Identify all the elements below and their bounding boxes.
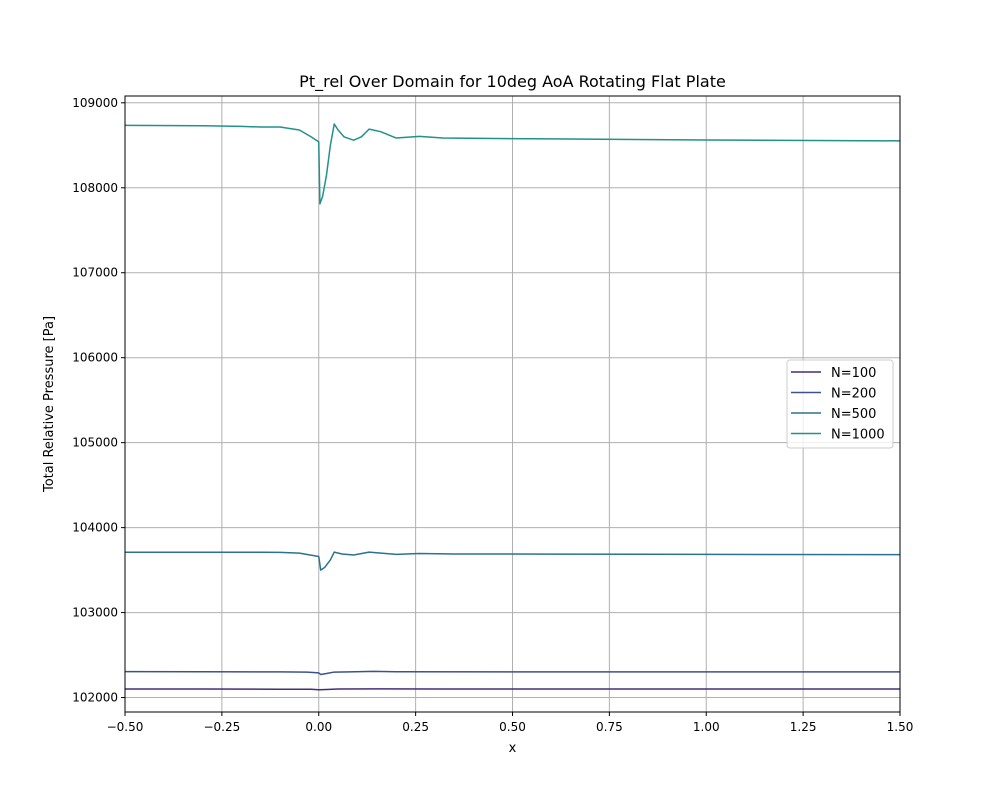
y-tick-label: 106000: [72, 351, 118, 365]
legend-label: N=500: [831, 407, 876, 422]
y-tick-label: 104000: [72, 521, 118, 535]
y-tick-label: 109000: [72, 96, 118, 110]
x-tick-label: 0.75: [596, 720, 623, 734]
legend-label: N=100: [831, 366, 876, 381]
y-tick-label: 102000: [72, 691, 118, 705]
x-tick-label: 1.00: [693, 720, 720, 734]
y-axis-label: Total Relative Pressure [Pa]: [42, 316, 57, 493]
legend-label: N=1000: [831, 428, 885, 443]
legend-label: N=200: [831, 387, 876, 402]
grid: [124, 96, 901, 712]
x-tick-label: 1.50: [887, 720, 914, 734]
x-tick-label: −0.50: [107, 720, 144, 734]
x-tick-label: −0.25: [203, 720, 240, 734]
series-line-n-1000: [124, 123, 901, 205]
series-line-n-200: [124, 670, 900, 676]
chart-title: Pt_rel Over Domain for 10deg AoA Rotatin…: [299, 72, 726, 92]
y-tick-label: 108000: [72, 181, 118, 195]
y-tick-label: 103000: [72, 606, 118, 620]
x-tick-label: 1.25: [790, 720, 817, 734]
legend-box: [786, 359, 894, 449]
series-layer: [124, 123, 901, 691]
axis-ticks: −0.50 −0.25 0.00 0.25 0.50 0.75 1.00 1.25 1.50 10…: [72, 96, 913, 734]
y-tick-label: 105000: [72, 436, 118, 450]
x-tick-label: 0.25: [402, 720, 429, 734]
x-tick-label: 0.00: [305, 720, 332, 734]
legend: N=100 N=200 N=500 N=1000: [786, 359, 894, 449]
x-axis-label: x: [509, 741, 517, 756]
y-tick-label: 107000: [72, 266, 118, 280]
series-line-n-100: [125, 688, 900, 691]
x-tick-label: 0.50: [499, 720, 526, 734]
series-line-n-500: [125, 551, 901, 571]
